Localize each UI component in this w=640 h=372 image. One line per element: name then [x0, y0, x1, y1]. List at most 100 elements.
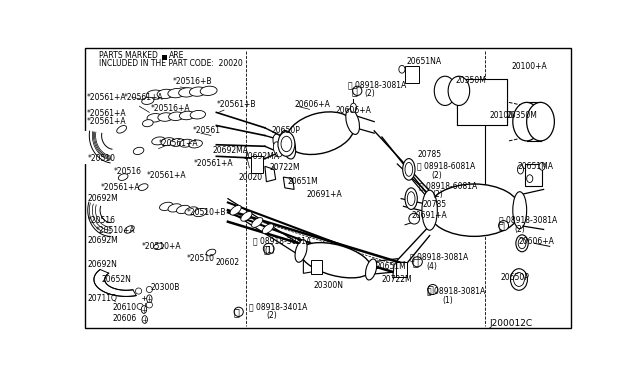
Text: *20510+B: *20510+B [186, 208, 226, 217]
Text: Ⓝ: Ⓝ [352, 86, 358, 96]
Text: 20785: 20785 [417, 150, 442, 159]
Text: PARTS MARKED: PARTS MARKED [99, 51, 157, 61]
Text: 20651MA: 20651MA [517, 162, 554, 171]
Text: *20561+A: *20561+A [86, 117, 126, 126]
Text: *20510+A: *20510+A [95, 227, 135, 235]
Text: 20692N: 20692N [88, 260, 118, 269]
Text: 20711Q: 20711Q [88, 294, 118, 303]
Text: Ⓝ 08918-3081A: Ⓝ 08918-3081A [427, 286, 485, 295]
Polygon shape [303, 259, 312, 273]
Ellipse shape [399, 65, 405, 73]
Ellipse shape [177, 205, 190, 214]
Ellipse shape [346, 109, 360, 134]
Ellipse shape [281, 136, 292, 152]
Polygon shape [393, 262, 405, 278]
Polygon shape [94, 270, 136, 296]
Ellipse shape [273, 134, 283, 151]
Ellipse shape [428, 285, 438, 295]
Ellipse shape [435, 76, 456, 106]
Ellipse shape [118, 174, 128, 180]
Text: *20510: *20510 [186, 254, 214, 263]
Ellipse shape [147, 286, 152, 293]
Ellipse shape [147, 302, 152, 308]
Text: 20722M: 20722M [269, 163, 300, 172]
Text: 20722M: 20722M [381, 275, 412, 284]
Text: *20510: *20510 [88, 154, 116, 163]
Text: 20610: 20610 [113, 304, 136, 312]
Text: 20606+A: 20606+A [294, 100, 330, 109]
Text: 20651NA: 20651NA [406, 57, 442, 66]
Ellipse shape [179, 88, 196, 97]
Text: 20020: 20020 [239, 173, 263, 182]
Text: 20100: 20100 [490, 111, 514, 120]
Ellipse shape [428, 184, 520, 236]
Ellipse shape [147, 295, 152, 302]
Ellipse shape [158, 113, 173, 121]
Text: Ⓝ: Ⓝ [412, 257, 418, 267]
Text: Ⓝ: Ⓝ [499, 221, 504, 231]
Text: 20606+A: 20606+A [519, 237, 555, 246]
Text: (2): (2) [433, 190, 444, 199]
Ellipse shape [422, 190, 437, 230]
Ellipse shape [138, 184, 148, 190]
Text: 20785: 20785 [422, 199, 447, 209]
Ellipse shape [152, 137, 166, 145]
Text: (2): (2) [364, 89, 375, 99]
Text: Ⓝ 08918-6081A: Ⓝ 08918-6081A [417, 162, 476, 171]
Ellipse shape [124, 226, 134, 233]
Ellipse shape [133, 147, 144, 154]
Text: 20651M: 20651M [288, 177, 319, 186]
Ellipse shape [295, 240, 307, 262]
Ellipse shape [403, 158, 415, 180]
Bar [162, 55, 167, 60]
Text: *20510+A: *20510+A [141, 242, 181, 251]
Ellipse shape [190, 110, 205, 119]
Ellipse shape [273, 142, 282, 157]
Text: Ⓝ 08918-6081A: Ⓝ 08918-6081A [419, 181, 477, 190]
Ellipse shape [189, 87, 206, 96]
Ellipse shape [168, 112, 184, 121]
Text: Ⓝ: Ⓝ [428, 285, 433, 295]
Text: 20650P: 20650P [271, 126, 300, 135]
Text: *20561+B: *20561+B [216, 100, 256, 109]
Bar [251, 156, 263, 173]
Text: Ⓝ 08918-3401A: Ⓝ 08918-3401A [250, 302, 308, 311]
Text: Ⓝ 08918-3081A: Ⓝ 08918-3081A [410, 252, 468, 261]
Text: (2): (2) [266, 311, 277, 320]
Ellipse shape [185, 207, 198, 215]
Ellipse shape [168, 204, 182, 212]
Text: *20561+A: *20561+A [86, 93, 126, 102]
Text: ARE: ARE [168, 51, 184, 61]
Ellipse shape [516, 235, 528, 252]
Ellipse shape [137, 303, 143, 310]
Text: *20516+B: *20516+B [172, 77, 212, 86]
Text: 20692M: 20692M [88, 194, 118, 203]
Bar [311, 260, 322, 274]
Text: *20561: *20561 [193, 126, 220, 135]
Text: *20516: *20516 [114, 167, 142, 176]
Bar [458, 79, 508, 125]
Ellipse shape [511, 269, 527, 290]
Ellipse shape [147, 113, 163, 122]
Ellipse shape [513, 192, 527, 229]
Ellipse shape [517, 165, 524, 174]
Ellipse shape [141, 97, 154, 105]
Ellipse shape [200, 86, 217, 96]
Ellipse shape [262, 224, 273, 234]
Text: INCLUDED IN THE PART CODE:  20020: INCLUDED IN THE PART CODE: 20020 [99, 59, 243, 68]
Text: 20350M: 20350M [456, 76, 486, 85]
Ellipse shape [234, 307, 243, 317]
Ellipse shape [168, 89, 185, 98]
Ellipse shape [407, 192, 415, 206]
Ellipse shape [193, 208, 207, 217]
Text: Ⓝ 08918-3081A: Ⓝ 08918-3081A [253, 237, 311, 246]
Ellipse shape [157, 89, 174, 99]
Ellipse shape [252, 218, 263, 227]
Ellipse shape [143, 120, 153, 127]
Ellipse shape [278, 132, 295, 156]
Text: *20516+A: *20516+A [151, 104, 191, 113]
Text: (4): (4) [427, 262, 437, 271]
Ellipse shape [412, 257, 422, 267]
Ellipse shape [513, 102, 541, 141]
Text: (2): (2) [431, 171, 442, 180]
